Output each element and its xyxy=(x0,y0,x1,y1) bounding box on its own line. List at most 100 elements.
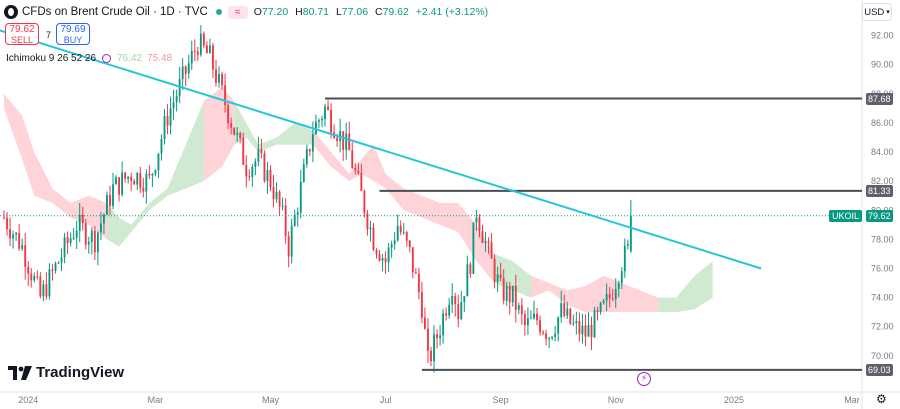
candle-body xyxy=(520,305,523,315)
candle-body xyxy=(499,274,502,279)
candle-body xyxy=(563,303,566,316)
buy-label: BUY xyxy=(63,35,83,45)
candle-body xyxy=(175,96,178,103)
candle-body xyxy=(48,269,51,297)
candle-body xyxy=(384,258,387,263)
candle-body xyxy=(493,258,496,282)
indicator-value-2: 75.48 xyxy=(147,53,173,64)
candle-body xyxy=(172,102,175,109)
candle-body xyxy=(566,308,569,316)
ichimoku-cloud-segment xyxy=(246,122,259,153)
candle-body xyxy=(414,272,417,274)
candle-body xyxy=(360,173,363,191)
candle-body xyxy=(75,230,78,238)
candle-body xyxy=(69,238,72,244)
candle-body xyxy=(51,269,54,271)
ichimoku-cloud-segment xyxy=(694,261,713,310)
chart-header: CFDs on Brent Crude Oil · 1D · TVC ≈ O77… xyxy=(4,4,488,20)
indicator-legend[interactable]: Ichimoku 9 26 52 26 76.42 75.48 xyxy=(6,53,172,64)
candle-body xyxy=(411,247,414,273)
gear-icon[interactable]: ⚙ xyxy=(876,392,887,406)
level-tag-69: 69.03 xyxy=(866,363,893,376)
tradingview-logo[interactable]: TradingView xyxy=(8,364,124,381)
candle-body xyxy=(599,302,602,312)
candle-body xyxy=(121,172,124,195)
candle-body xyxy=(99,223,102,233)
candle-body xyxy=(351,150,354,168)
candle-body xyxy=(487,241,490,243)
candle-body xyxy=(308,149,311,152)
candle-body xyxy=(593,310,596,338)
candle-body xyxy=(102,214,105,224)
brand-name: TradingView xyxy=(36,364,125,381)
ichimoku-cloud-segment xyxy=(373,144,386,189)
candle-body xyxy=(218,74,220,83)
candle-body xyxy=(184,66,187,74)
candle-body xyxy=(330,109,333,133)
candle-body xyxy=(375,250,378,255)
candle-body xyxy=(248,176,251,178)
buy-price: 79.69 xyxy=(60,24,86,35)
ichimoku-cloud-segment xyxy=(585,275,604,313)
level-tag-87: 87.68 xyxy=(866,92,893,105)
candle-body xyxy=(602,300,605,303)
candle-body xyxy=(227,105,230,123)
candle-body xyxy=(254,161,257,168)
candle-body xyxy=(33,276,36,281)
ichimoku-cloud-segment xyxy=(403,188,422,218)
ichimoku-cloud-segment xyxy=(440,203,459,233)
candle-body xyxy=(236,133,239,135)
candle-body xyxy=(505,286,508,301)
candle-body xyxy=(626,244,629,246)
candle-body xyxy=(348,133,351,151)
candle-body xyxy=(72,237,75,239)
candle-body xyxy=(212,45,214,70)
candle-body xyxy=(548,338,551,340)
candle-body xyxy=(272,187,275,200)
event-flash-icon[interactable]: ⚡ xyxy=(637,372,651,386)
candle-body xyxy=(448,304,451,316)
ichimoku-cloud-segment xyxy=(312,130,332,167)
candle-body xyxy=(93,230,96,253)
candle-body xyxy=(611,298,614,300)
candle-body xyxy=(439,335,442,339)
sell-button[interactable]: 79.62 SELL xyxy=(5,23,39,45)
candle-body xyxy=(199,33,202,55)
candle-body xyxy=(299,181,302,213)
candle-body xyxy=(30,273,33,281)
candle-body xyxy=(139,173,142,188)
candle-body xyxy=(451,296,454,305)
candle-body xyxy=(290,225,293,257)
candle-body xyxy=(281,205,284,207)
candle-body xyxy=(445,313,448,316)
indicator-visibility-icon[interactable] xyxy=(102,54,112,63)
compare-icon[interactable]: ≈ xyxy=(227,5,248,19)
symbol-title[interactable]: CFDs on Brent Crude Oil · 1D · TVC xyxy=(22,6,208,18)
open-value: 77.20 xyxy=(261,6,289,18)
candle-body xyxy=(166,115,169,126)
currency-label: USD xyxy=(864,6,885,18)
x-tick-label: Mar xyxy=(148,395,164,405)
candle-body xyxy=(151,173,154,176)
candle-body xyxy=(454,296,457,305)
candle-body xyxy=(472,222,475,274)
candle-body xyxy=(596,310,599,312)
candle-body xyxy=(3,217,5,219)
buy-button[interactable]: 79.69 BUY xyxy=(56,23,90,45)
candle-body xyxy=(396,225,399,241)
candle-body xyxy=(545,333,548,340)
candle-body xyxy=(293,214,296,226)
candle-body xyxy=(208,45,211,54)
ichimoku-cloud-segment xyxy=(276,122,295,145)
candle-body xyxy=(587,324,590,337)
chevron-down-icon: ▾ xyxy=(886,9,890,16)
candle-body xyxy=(287,236,290,257)
candle-body xyxy=(478,217,481,232)
candle-body xyxy=(54,263,57,271)
candle-body xyxy=(629,215,632,252)
candle-body xyxy=(608,294,611,299)
y-tick-label: 72.00 xyxy=(871,322,894,332)
candle-body xyxy=(157,153,160,171)
ichimoku-cloud-segment xyxy=(294,122,313,145)
currency-selector[interactable]: USD ▾ xyxy=(862,3,892,21)
